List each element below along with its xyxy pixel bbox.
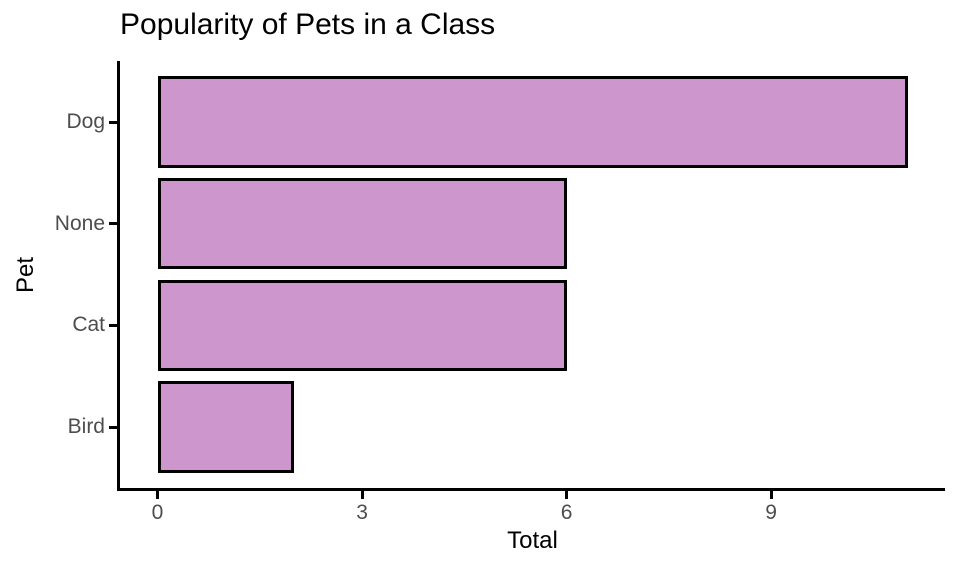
y-tick-bird (109, 425, 117, 429)
y-tick-label-dog: Dog (66, 110, 105, 133)
x-tick-9 (769, 491, 773, 499)
bar-bird (157, 381, 294, 473)
y-tick-label-cat: Cat (72, 313, 105, 337)
x-axis-title: Total (507, 527, 558, 554)
y-tick-label-none: None (54, 211, 105, 235)
bar-cat (157, 279, 567, 372)
x-tick-3 (360, 491, 364, 499)
x-tick-label-0: 0 (151, 501, 164, 524)
y-axis-line (117, 61, 120, 491)
x-tick-label-3: 3 (356, 501, 368, 524)
x-axis-line (117, 488, 945, 491)
x-tick-label-9: 9 (765, 501, 777, 524)
plot-panel: Dog None Cat Bird 0 3 6 9 (55, 61, 945, 524)
y-axis-title: Pet (12, 256, 39, 294)
chart-title: Popularity of Pets in a Class (120, 8, 496, 41)
bar-none (157, 177, 567, 270)
x-tick-0 (156, 491, 159, 499)
x-tick-label-6: 6 (560, 501, 573, 524)
bar-dog (157, 76, 908, 168)
y-tick-cat (109, 323, 117, 327)
y-tick-dog (109, 120, 117, 124)
y-tick-label-bird: Bird (67, 415, 105, 438)
x-tick-6 (565, 491, 569, 499)
y-tick-none (109, 222, 117, 226)
